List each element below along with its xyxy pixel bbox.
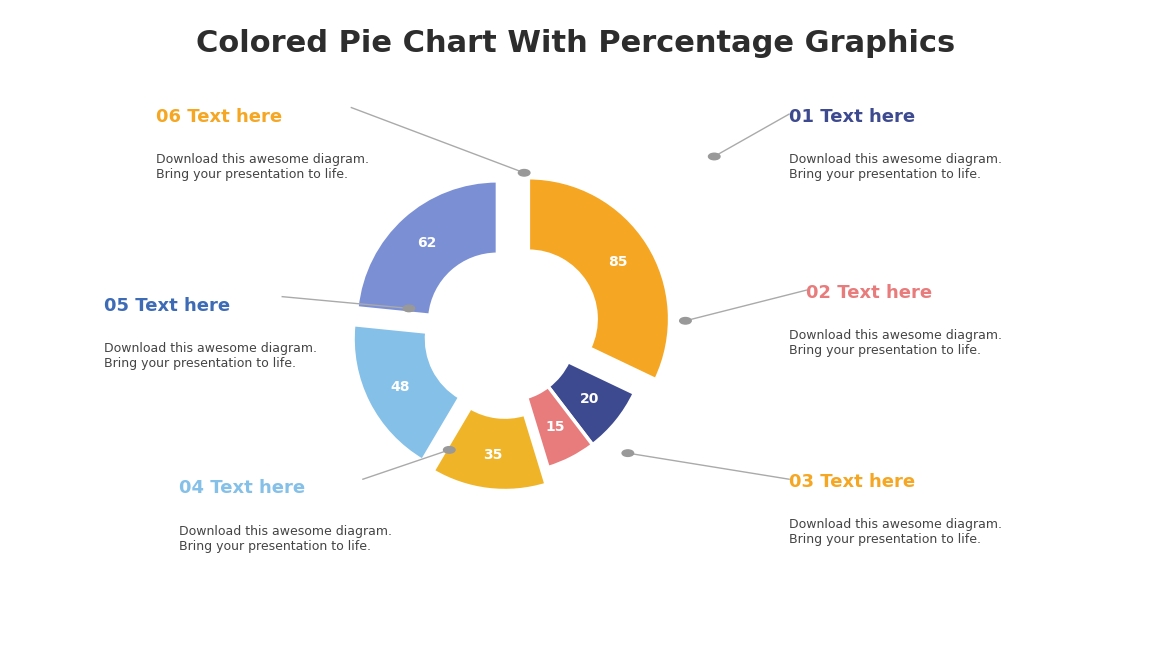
- Text: 85: 85: [608, 256, 628, 269]
- Text: 06 Text here: 06 Text here: [156, 108, 281, 126]
- Text: 62: 62: [417, 237, 437, 250]
- Text: Download this awesome diagram.
Bring your presentation to life.: Download this awesome diagram. Bring you…: [179, 525, 392, 553]
- Text: Download this awesome diagram.
Bring your presentation to life.: Download this awesome diagram. Bring you…: [789, 518, 1002, 546]
- Text: 48: 48: [391, 379, 409, 394]
- Text: Download this awesome diagram.
Bring your presentation to life.: Download this awesome diagram. Bring you…: [789, 329, 1002, 357]
- Wedge shape: [529, 178, 669, 379]
- Wedge shape: [548, 362, 635, 445]
- Wedge shape: [353, 325, 460, 460]
- Text: Download this awesome diagram.
Bring your presentation to life.: Download this awesome diagram. Bring you…: [156, 153, 369, 181]
- Text: 05 Text here: 05 Text here: [104, 297, 229, 315]
- Text: Colored Pie Chart With Percentage Graphics: Colored Pie Chart With Percentage Graphi…: [196, 29, 956, 58]
- Text: 03 Text here: 03 Text here: [789, 473, 915, 491]
- Text: Download this awesome diagram.
Bring your presentation to life.: Download this awesome diagram. Bring you…: [104, 342, 317, 370]
- Text: Download this awesome diagram.
Bring your presentation to life.: Download this awesome diagram. Bring you…: [789, 153, 1002, 181]
- Text: 15: 15: [546, 420, 564, 434]
- Text: 02 Text here: 02 Text here: [806, 284, 932, 302]
- Text: 35: 35: [483, 447, 502, 462]
- Wedge shape: [526, 387, 592, 467]
- Text: 04 Text here: 04 Text here: [179, 479, 304, 497]
- Wedge shape: [357, 181, 498, 315]
- Text: 01 Text here: 01 Text here: [789, 108, 915, 126]
- Circle shape: [439, 265, 575, 400]
- Wedge shape: [433, 408, 546, 490]
- Text: 20: 20: [579, 393, 599, 406]
